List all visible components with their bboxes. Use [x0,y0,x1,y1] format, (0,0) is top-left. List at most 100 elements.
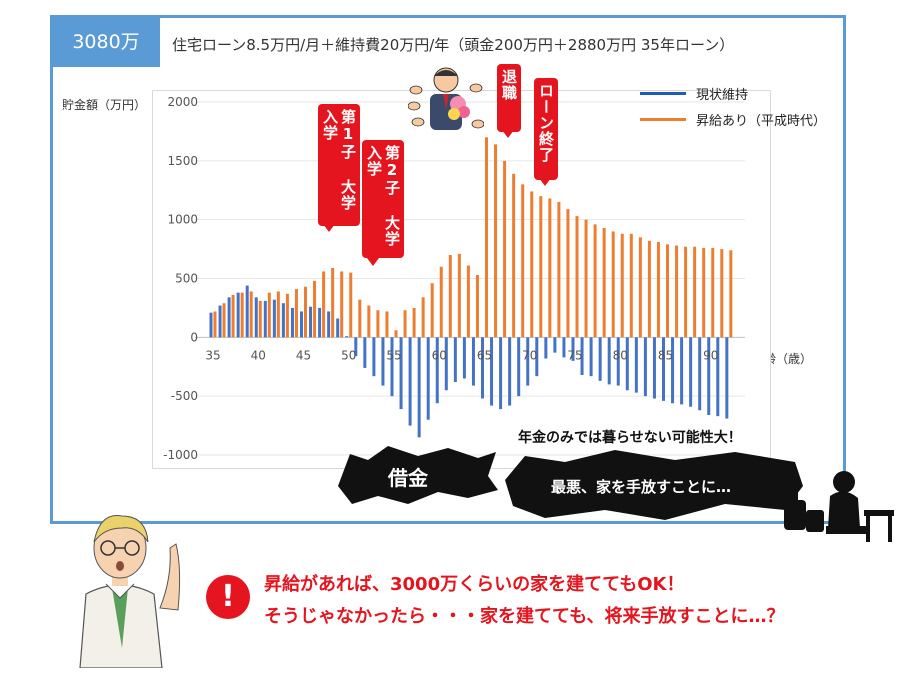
bar-status-quo-38 [236,292,240,338]
brush-stroke-worst [505,450,803,520]
callout-loan-end: ローン終了 [534,78,558,180]
x-tick-label: 80 [613,348,628,362]
y-tick-label: -1000 [163,448,198,462]
bar-status-quo-65 [481,337,484,399]
homeless-silhouette-icon [784,471,894,542]
bar-raise-71 [539,196,543,338]
bar-raise-58 [421,297,425,338]
bar-status-quo-44 [290,307,294,338]
bar-status-quo-56 [399,337,403,410]
bar-raise-74 [566,209,570,338]
bar-status-quo-45 [300,311,303,338]
bar-status-quo-51 [354,337,358,357]
bar-status-quo-37 [227,297,231,338]
bar-raise-52 [367,305,371,338]
bar-raise-35 [213,311,217,338]
bar-status-quo-72 [544,337,548,359]
bar-status-quo-50 [345,336,349,338]
x-tick-label: 85 [658,348,673,362]
y-tick-label: 1500 [167,154,198,168]
callout-child2: 第2子 大学入学 [362,140,404,258]
callout-retire: 退職 [497,64,521,132]
bar-status-quo-86 [671,337,675,404]
x-tick-label: 55 [386,348,401,362]
callout-child1-arrow [320,220,338,232]
bar-status-quo-71 [535,337,539,377]
bar-raise-63 [466,265,470,338]
bar-status-quo-35 [209,312,213,338]
x-tick-label: 70 [522,348,537,362]
brush-stroke-borrow [338,446,498,504]
bar-status-quo-53 [372,337,376,377]
y-tick-label: 2000 [167,95,198,109]
bar-raise-53 [376,310,380,338]
bar-raise-81 [629,233,633,338]
bar-status-quo-68 [508,337,512,406]
x-tick-label: 65 [477,348,492,362]
y-axis-label: 貯金額（万円） [62,98,147,112]
bar-raise-72 [548,198,552,338]
bar-status-quo-89 [698,337,702,411]
x-tick-label: 90 [703,348,718,362]
chart-description: 住宅ローン8.5万円/月＋維持費20万円/年（頭金200万円＋2880万円 35… [172,36,735,54]
bar-raise-85 [666,244,669,338]
bar-raise-55 [394,330,398,338]
bar-raise-46 [313,280,317,338]
bar-raise-64 [475,274,479,338]
bar-status-quo-40 [254,297,258,338]
bar-status-quo-70 [526,337,530,386]
bar-status-quo-54 [381,337,385,386]
y-tick-label: 0 [190,330,198,344]
bar-status-quo-47 [318,307,322,338]
bar-status-quo-73 [553,337,557,353]
bar-status-quo-57 [408,337,412,426]
bar-status-quo-52 [363,337,367,368]
bar-status-quo-82 [634,337,638,393]
legend-label: 現状維持 [696,87,749,103]
bar-raise-66 [494,144,498,338]
bottom-message-line1: 昇給があれば、3000万くらいの家を建ててもOK！ [264,574,685,595]
callout-retire-arrow [499,126,517,138]
bar-raise-83 [647,240,651,338]
bar-raise-56 [403,310,407,338]
bar-status-quo-69 [517,337,521,397]
bar-status-quo-67 [499,337,503,410]
x-tick-label: 50 [341,348,356,362]
bottom-message-line2: そうじゃなかったら・・・家を建てても、将来手放すことに…？ [264,606,785,627]
bar-status-quo-62 [453,337,457,383]
bar-status-quo-74 [562,337,566,358]
price-tag: 3080万 [52,17,160,67]
bar-raise-65 [485,137,488,338]
legend-label: 昇給あり（平成時代） [696,113,827,129]
bar-status-quo-43 [281,303,285,338]
bar-raise-78 [602,227,606,338]
bar-status-quo-85 [662,337,665,401]
bar-status-quo-64 [471,337,475,386]
bar-raise-75 [575,216,579,338]
bar-status-quo-55 [390,337,394,397]
bar-status-quo-77 [589,337,593,377]
callout-loan-end-arrow [536,174,554,186]
callout-child1: 第1子 大学入学 [318,104,360,226]
callout-child2-arrow [364,254,382,266]
bar-status-quo-88 [689,337,693,407]
bar-status-quo-42 [272,299,276,338]
legend-swatch-orange [640,117,686,121]
bar-status-quo-59 [426,337,430,420]
x-tick-label: 45 [296,348,311,362]
bar-raise-87 [684,246,688,338]
bar-status-quo-79 [607,337,611,385]
bar-raise-39 [249,291,253,338]
bar-raise-79 [611,231,615,338]
bar-status-quo-76 [580,337,584,375]
bar-status-quo-36 [218,305,222,338]
bar-raise-67 [503,160,507,338]
y-tick-label: -500 [171,389,198,403]
bar-status-quo-63 [462,337,466,379]
bar-raise-91 [720,249,724,338]
bar-raise-54 [385,311,389,338]
bar-raise-57 [412,307,416,338]
y-tick-label: 500 [175,272,198,286]
presenter-man-icon [79,515,181,668]
